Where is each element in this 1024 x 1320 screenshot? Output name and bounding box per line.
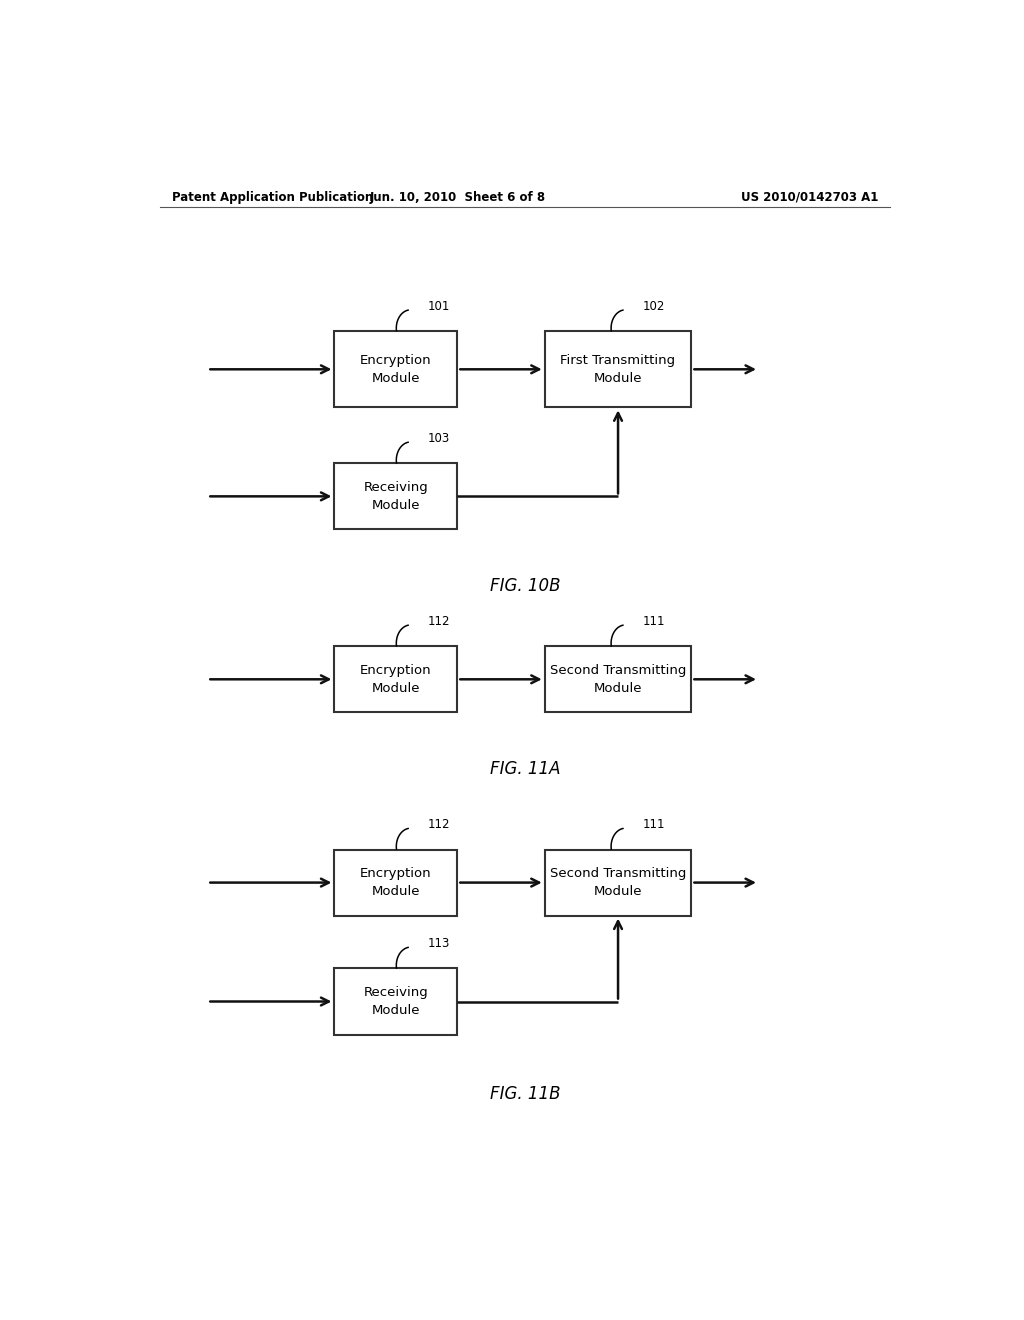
Text: US 2010/0142703 A1: US 2010/0142703 A1 [740,191,878,203]
Bar [334,647,458,713]
Text: Receiving
Module: Receiving Module [364,986,428,1016]
Text: Second Transmitting
Module: Second Transmitting Module [550,664,686,694]
Text: 103: 103 [428,432,451,445]
Text: Encryption
Module: Encryption Module [360,867,432,898]
Text: FIG. 11A: FIG. 11A [489,760,560,777]
Text: Encryption
Module: Encryption Module [360,354,432,385]
Text: Jun. 10, 2010  Sheet 6 of 8: Jun. 10, 2010 Sheet 6 of 8 [370,191,546,203]
Text: First Transmitting
Module: First Transmitting Module [560,354,676,385]
Bar [334,850,458,916]
Bar [545,647,691,713]
Text: 113: 113 [428,937,451,950]
Bar [334,331,458,408]
Bar [334,463,458,529]
Text: FIG. 11B: FIG. 11B [489,1085,560,1104]
Bar [334,969,458,1035]
Text: 102: 102 [643,300,666,313]
Text: Encryption
Module: Encryption Module [360,664,432,694]
Text: Second Transmitting
Module: Second Transmitting Module [550,867,686,898]
Bar [545,850,691,916]
Text: Patent Application Publication: Patent Application Publication [172,191,373,203]
Text: 111: 111 [643,615,666,628]
Text: 101: 101 [428,300,451,313]
Text: 111: 111 [643,818,666,832]
Text: 112: 112 [428,615,451,628]
Bar [545,331,691,408]
Text: 112: 112 [428,818,451,832]
Text: Receiving
Module: Receiving Module [364,480,428,512]
Text: FIG. 10B: FIG. 10B [489,577,560,595]
